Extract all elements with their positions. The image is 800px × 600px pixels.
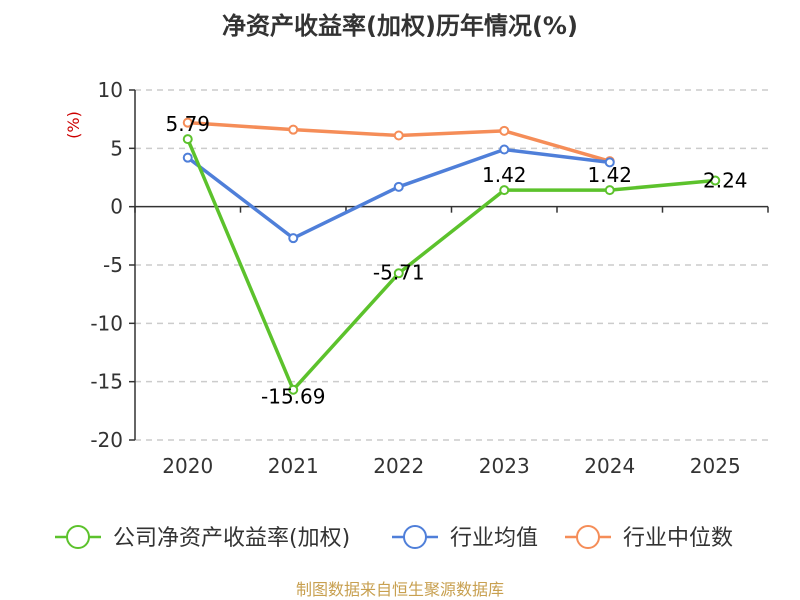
x-tick-label: 2020 <box>162 454 213 478</box>
source-footer: 制图数据来自恒生聚源数据库 <box>296 580 504 599</box>
data-point-average <box>604 157 615 168</box>
legend-label-median: 行业中位数 <box>623 526 733 551</box>
data-point-median <box>288 124 299 135</box>
legend-marker-company <box>66 525 90 549</box>
series-line-average <box>186 147 610 240</box>
y-tick-label: 10 <box>98 78 123 102</box>
data-point-average <box>288 233 299 244</box>
y-tick-label: -10 <box>90 311 123 335</box>
data-point-median <box>499 125 510 136</box>
data-point-company <box>499 185 510 196</box>
y-tick-label: -5 <box>103 253 123 277</box>
data-point-median <box>393 130 404 141</box>
data-point-average <box>182 152 193 163</box>
data-label: 1.42 <box>482 163 527 187</box>
data-point-company <box>710 175 721 186</box>
data-point-company <box>288 384 299 395</box>
legend-label-average: 行业均值 <box>450 526 538 551</box>
data-label: 1.42 <box>587 163 632 187</box>
y-tick-label: -20 <box>90 428 123 452</box>
axis-layer: 10 5 0 -5 -10 -15 -20 2020 2021 2022 2023 2024 2025 <box>90 78 769 478</box>
chart-title: 净资产收益率(加权)历年情况(%) <box>222 12 578 40</box>
legend-marker-average <box>403 525 427 549</box>
series-layer <box>182 117 721 395</box>
series-line-company <box>186 138 716 392</box>
data-point-company <box>604 185 615 196</box>
data-point-average <box>393 181 404 192</box>
data-label: -15.69 <box>261 385 325 409</box>
data-point-company <box>182 134 193 145</box>
grid-layer <box>135 89 768 441</box>
x-tick-label: 2024 <box>584 454 635 478</box>
data-point-average <box>499 144 510 155</box>
y-axis-unit: (%) <box>64 111 83 139</box>
legend-label-company: 公司净资产收益率(加权) <box>113 526 350 551</box>
x-tick-label: 2025 <box>690 454 741 478</box>
data-label: -5.71 <box>373 260 425 284</box>
data-label: 5.79 <box>165 112 210 136</box>
x-tick-label: 2023 <box>479 454 530 478</box>
data-label: 2.24 <box>703 169 748 193</box>
data-point-median <box>182 117 193 128</box>
x-tick-label: 2021 <box>268 454 319 478</box>
y-tick-label: -15 <box>90 370 123 394</box>
legend: 公司净资产收益率(加权) 行业均值 行业中位数 <box>55 525 733 551</box>
legend-marker-median <box>576 525 600 549</box>
data-point-company <box>393 268 404 279</box>
data-label-layer: 5.79 -15.69 -5.71 1.42 1.42 2.24 <box>165 112 747 409</box>
y-tick-label: 0 <box>110 195 123 219</box>
x-tick-label: 2022 <box>373 454 424 478</box>
y-tick-label: 5 <box>110 136 123 160</box>
